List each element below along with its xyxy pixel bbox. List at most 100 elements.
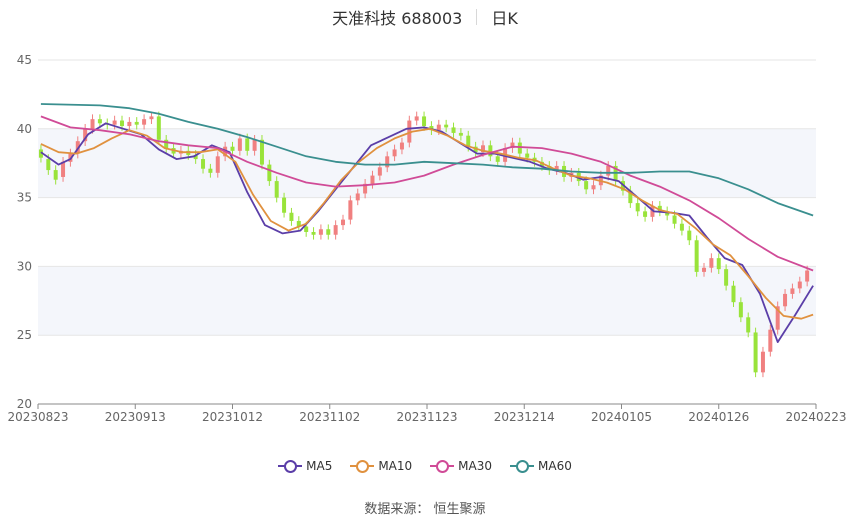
candle-body (245, 138, 250, 151)
legend-swatch (430, 460, 455, 473)
candle-body (775, 306, 780, 330)
series-line-ma5 (40, 122, 814, 343)
candle-body (709, 258, 714, 268)
candle-body (385, 156, 390, 168)
legend-item-ma60[interactable]: MA60 (510, 459, 572, 473)
candle-body (282, 197, 287, 213)
legend-label: MA30 (458, 459, 493, 473)
candle-body (230, 146, 235, 151)
candle-body (318, 229, 323, 235)
candle-body (716, 258, 721, 270)
candle-body (665, 211, 670, 216)
candle-body (149, 116, 154, 120)
candle-body (333, 225, 338, 235)
legend-item-ma5[interactable]: MA5 (278, 459, 332, 473)
title-separator (476, 9, 478, 25)
candle-body (687, 230, 692, 241)
candle-body (274, 181, 279, 198)
candle-body (341, 219, 346, 226)
candle-body (517, 142, 522, 154)
candle-body (783, 293, 788, 307)
candle-body (252, 139, 257, 151)
legend-label: MA10 (378, 459, 413, 473)
candle-body (591, 185, 596, 190)
candle-body (304, 226, 309, 232)
chart-period: 日K (491, 9, 518, 28)
candle-body (702, 267, 707, 272)
candle-body (259, 139, 264, 165)
candle-body (436, 124, 441, 131)
candle-body (134, 121, 139, 125)
candle-body (422, 116, 427, 127)
candle-body (731, 285, 736, 303)
candle-body (119, 120, 124, 127)
legend-item-ma30[interactable]: MA30 (430, 459, 492, 473)
legend-label: MA60 (538, 459, 572, 473)
series-line-ma30 (40, 115, 814, 272)
candle-body (495, 156, 500, 162)
candle-body (429, 126, 434, 131)
candle-body (46, 159, 51, 171)
candle-body (38, 149, 43, 158)
x-tick-label: 20240223 (785, 410, 846, 424)
candle-body (724, 269, 729, 286)
candle-body (738, 302, 743, 318)
candle-body (392, 149, 397, 157)
candle-body (326, 229, 331, 235)
candle-body (510, 142, 515, 149)
grid-band (38, 128, 816, 198)
candle-body (407, 120, 412, 143)
candle-body (458, 132, 463, 136)
y-tick-label: 30 (17, 259, 32, 273)
candle-body (679, 223, 684, 231)
x-tick-label: 20231214 (494, 410, 555, 424)
candle-body (164, 139, 169, 149)
candle-body (466, 135, 471, 147)
candle-body (657, 205, 662, 212)
candle-body (97, 119, 102, 124)
candle-body (201, 159, 206, 169)
y-tick-label: 20 (17, 397, 32, 411)
candle-body (193, 154, 198, 160)
candle-body (377, 167, 382, 176)
candle-body (53, 170, 58, 180)
x-tick-label: 20230823 (7, 410, 68, 424)
chart-legend: MA5 MA10 MA30 MA60 (0, 459, 850, 473)
candle-body (363, 183, 368, 194)
chart-title: 天准科技 688003 (332, 9, 463, 28)
data-source: 数据来源： 恒生聚源 (364, 502, 486, 517)
series-line-ma60 (40, 103, 814, 217)
x-tick-label: 20230913 (105, 410, 166, 424)
x-tick-label: 20240126 (688, 410, 749, 424)
candle-body (768, 329, 773, 352)
candle-body (296, 220, 301, 227)
x-tick-label: 20240105 (591, 410, 652, 424)
candle-body (672, 215, 677, 224)
candle-body (355, 193, 360, 201)
candle-body (208, 168, 213, 173)
candle-body (399, 142, 404, 150)
y-tick-label: 45 (17, 53, 32, 67)
candle-body (584, 181, 589, 190)
legend-item-ma10[interactable]: MA10 (350, 459, 412, 473)
grid-band (38, 266, 816, 336)
legend-swatch (510, 460, 535, 473)
candle-body (790, 288, 795, 294)
candle-body (267, 164, 272, 182)
x-tick-label: 20231102 (299, 410, 360, 424)
candle-body (127, 121, 132, 127)
candle-body (451, 127, 456, 133)
y-tick-label: 25 (17, 328, 32, 342)
candle-body (606, 165, 611, 176)
x-tick-label: 20231123 (396, 410, 457, 424)
chart-header: 天准科技 688003 日K (0, 6, 850, 28)
candle-body (156, 116, 161, 140)
candle-body (760, 351, 765, 373)
candle-body (83, 128, 88, 142)
candle-body (643, 211, 648, 217)
candle-body (488, 145, 493, 157)
candle-body (547, 165, 552, 171)
candle-body (628, 190, 633, 204)
candle-body (311, 232, 316, 235)
candle-body (554, 165, 559, 171)
